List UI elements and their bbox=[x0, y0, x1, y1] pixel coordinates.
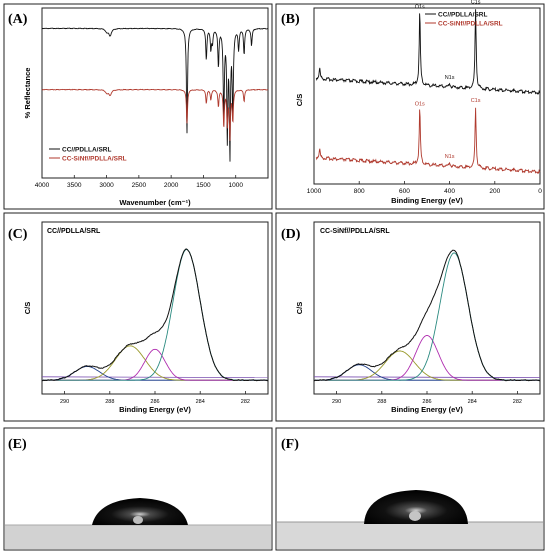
panel-d-x-tick-label: 286 bbox=[422, 399, 431, 405]
panel-e-substrate bbox=[5, 525, 271, 549]
panel-e-droplet-highlight bbox=[133, 516, 143, 524]
panel-a-x-tick-label: 4000 bbox=[35, 182, 50, 189]
panel-b-label: (B) bbox=[281, 12, 300, 27]
panel-b-plot-area bbox=[313, 7, 541, 185]
panel-c-x-axis-label: Binding Energy (eV) bbox=[119, 405, 191, 414]
panel-d-label: (D) bbox=[281, 227, 301, 242]
panel-d-title: CC-SiNf//PDLLA/SRL bbox=[320, 228, 390, 235]
panel-f: (F) bbox=[275, 427, 545, 551]
panel-a-x-tick-label: 2500 bbox=[132, 182, 147, 189]
panel-d-x-tick-label: 290 bbox=[332, 399, 341, 405]
panel-b-y-axis-label: C/S bbox=[295, 94, 304, 107]
panel-a-y-axis-label: % Reflectance bbox=[23, 68, 32, 119]
panel-c-x-tick-label: 284 bbox=[196, 399, 205, 405]
panel-c-x-tick-label: 286 bbox=[150, 399, 159, 405]
panel-e-droplet bbox=[92, 498, 188, 525]
panel-d-envelope bbox=[313, 249, 541, 382]
panel-a-label: (A) bbox=[8, 12, 28, 27]
panel-c-label: (C) bbox=[8, 227, 28, 242]
panel-b-series-line bbox=[315, 9, 541, 95]
panel-a-legend-entry: CC-SiNf//PDLLA/SRL bbox=[62, 156, 127, 163]
panel-b-x-tick-label: 400 bbox=[444, 188, 455, 195]
panel-b: (B) O1s C1s N1s O1s C1s N1s 1000 800 600 400 200 0 C… bbox=[275, 0, 545, 210]
panel-c-background-line bbox=[41, 376, 269, 379]
panel-f-label: (F) bbox=[281, 437, 299, 452]
panel-c-y-axis-label: C/S bbox=[23, 302, 32, 315]
panel-c-x-tick-label: 288 bbox=[105, 399, 114, 405]
panel-d-x-axis-label: Binding Energy (eV) bbox=[391, 405, 463, 414]
panel-a-x-tick-label: 1500 bbox=[196, 182, 211, 189]
panel-a-legend-entry: CC//PDLLA/SRL bbox=[62, 147, 112, 154]
panel-f-droplet bbox=[364, 490, 468, 524]
panel-d-x-tick-label: 282 bbox=[513, 399, 522, 405]
panel-e-label: (E) bbox=[8, 437, 27, 452]
panel-b-peak-annotation: N1s bbox=[445, 75, 455, 81]
panel-a-plot-area bbox=[41, 7, 269, 179]
panel-d-frame bbox=[275, 212, 545, 422]
panel-b-x-tick-label: 800 bbox=[354, 188, 365, 195]
panel-a-x-axis-label: Wavenumber (cm⁻¹) bbox=[119, 198, 191, 207]
panel-b-x-tick-label: 0 bbox=[538, 188, 542, 195]
panel-d-x-tick-label: 284 bbox=[468, 399, 477, 405]
panel-c-envelope bbox=[41, 248, 269, 382]
panel-c-x-tick-label: 290 bbox=[60, 399, 69, 405]
panel-b-peak-annotation: O1s bbox=[415, 101, 425, 107]
panel-d-background-line bbox=[313, 376, 541, 379]
panel-b-x-tick-label: 1000 bbox=[307, 188, 322, 195]
panel-d-x-tick-label: 288 bbox=[377, 399, 386, 405]
panel-c-x-tick-label: 282 bbox=[241, 399, 250, 405]
panel-e: (E) bbox=[3, 427, 273, 551]
panel-b-peak-annotation: C1s bbox=[471, 0, 481, 5]
panel-a-x-tick-label: 2000 bbox=[164, 182, 179, 189]
panel-b-peak-annotation: O1s bbox=[415, 5, 425, 11]
panel-b-series-line bbox=[315, 107, 541, 174]
panel-a-series-line bbox=[41, 88, 269, 141]
panel-b-x-tick-label: 200 bbox=[489, 188, 500, 195]
panel-a-x-tick-label: 1000 bbox=[228, 182, 243, 189]
panel-b-peak-annotation: C1s bbox=[471, 98, 481, 104]
panel-b-legend-entry: CC-SiNf//PDLLA/SRL bbox=[438, 21, 503, 28]
panel-b-frame bbox=[275, 3, 545, 210]
panel-a: (A) 4000 3500 3000 2500 2000 1500 1000 CC//PDLL… bbox=[3, 3, 273, 210]
panel-a-x-tick-label: 3000 bbox=[99, 182, 114, 189]
panel-b-x-axis-label: Binding Energy (eV) bbox=[391, 196, 463, 205]
panel-d: (D) CC-SiNf//PDLLA/SRL 290 288 286 284 282 B… bbox=[275, 212, 545, 422]
panel-d-y-axis-label: C/S bbox=[295, 302, 304, 315]
panel-c-title: CC//PDLLA/SRL bbox=[47, 228, 101, 235]
panel-c-frame bbox=[3, 212, 273, 422]
panel-f-droplet-highlight bbox=[409, 511, 421, 521]
panel-b-peak-annotation: N1s bbox=[445, 154, 455, 160]
panel-a-x-tick-label: 3500 bbox=[67, 182, 82, 189]
panel-b-legend-entry: CC//PDLLA/SRL bbox=[438, 12, 488, 19]
panel-b-x-tick-label: 600 bbox=[399, 188, 410, 195]
panel-f-substrate bbox=[277, 522, 543, 549]
panel-c: (C) CC//PDLLA/SRL 290 288 286 284 282 Bindin… bbox=[3, 212, 273, 422]
panel-a-frame bbox=[3, 3, 273, 210]
